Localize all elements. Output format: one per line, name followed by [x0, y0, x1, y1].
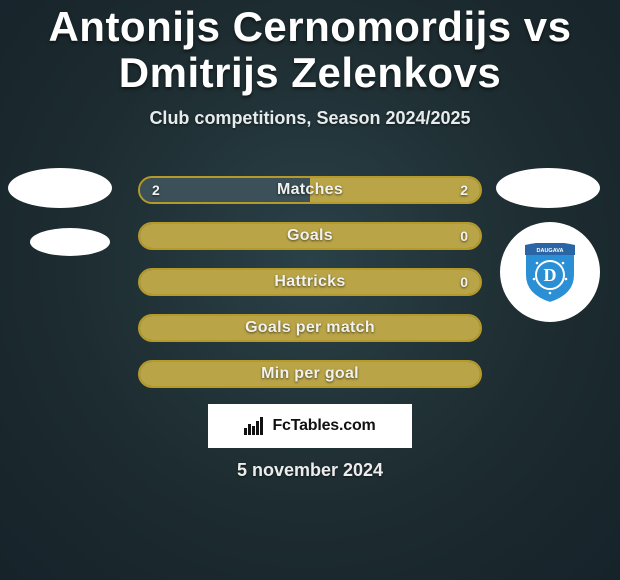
stat-right-value: 2 [460, 178, 468, 202]
player-left-avatar [8, 168, 112, 208]
crest-label: DAUGAVA [537, 248, 564, 254]
stat-label: Hattricks [140, 270, 480, 294]
stat-bar: Goals per match [138, 314, 482, 342]
stat-right-value: 0 [460, 224, 468, 248]
page-subtitle: Club competitions, Season 2024/2025 [0, 108, 620, 129]
stat-right-value: 0 [460, 270, 468, 294]
stat-bar: Goals 0 [138, 222, 482, 250]
brand-box: FcTables.com [208, 404, 412, 448]
svg-text:D: D [544, 265, 557, 285]
stat-label: Min per goal [140, 362, 480, 386]
stat-bars: 2 Matches 2 Goals 0 Hattricks 0 Goals pe… [138, 176, 482, 406]
stat-label: Goals per match [140, 316, 480, 340]
brand-label: FcTables.com [272, 417, 375, 435]
stat-label: Matches [140, 178, 480, 202]
comparison-card: Antonijs Cernomordijs vs Dmitrijs Zelenk… [0, 0, 620, 580]
bars-icon [244, 417, 266, 435]
player-right-avatar [496, 168, 600, 208]
stat-bar: Hattricks 0 [138, 268, 482, 296]
player-right-club-bubble: DAUGAVA D [500, 222, 600, 322]
stat-bar: 2 Matches 2 [138, 176, 482, 204]
stat-bar: Min per goal [138, 360, 482, 388]
club-crest-icon: DAUGAVA D [522, 239, 578, 305]
page-title: Antonijs Cernomordijs vs Dmitrijs Zelenk… [0, 0, 620, 102]
date-label: 5 november 2024 [0, 460, 620, 481]
player-left-club-avatar [30, 228, 110, 256]
stat-label: Goals [140, 224, 480, 248]
